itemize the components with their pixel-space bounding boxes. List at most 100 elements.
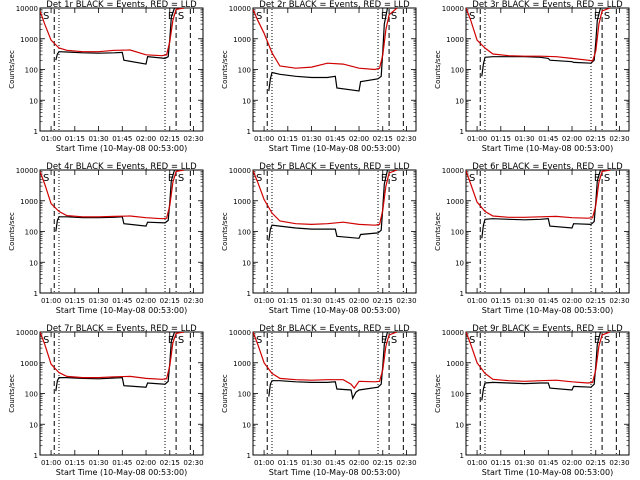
y-tick-label: 1: [34, 290, 38, 298]
y-tick-label: 100: [25, 229, 38, 237]
y-tick-label: 1: [247, 128, 251, 136]
x-tick-label: 02:15: [160, 459, 180, 467]
y-tick-label: 1000: [233, 360, 251, 368]
x-tick-label: 01:30: [88, 135, 108, 143]
y-tick-label: 1: [34, 452, 38, 460]
x-tick-label: 02:15: [160, 135, 180, 143]
x-tick-label: 01:00: [467, 135, 487, 143]
y-tick-label: 1: [460, 128, 464, 136]
marker-S-left: S: [469, 335, 475, 346]
x-tick-label: 01:45: [538, 459, 558, 467]
x-axis-label: Start Time (10-May-08 00:53:00): [269, 144, 400, 153]
x-tick-label: 02:30: [396, 459, 416, 467]
y-tick-label: 10: [29, 97, 38, 105]
y-tick-label: 1000: [446, 36, 464, 44]
x-tick-label: 01:30: [301, 297, 321, 305]
x-tick-label: 01:00: [467, 297, 487, 305]
x-tick-label: 02:30: [183, 459, 203, 467]
x-axis-label: Start Time (10-May-08 00:53:00): [56, 144, 187, 153]
marker-S: S: [178, 173, 184, 184]
y-axis-label: Counts/sec: [8, 374, 16, 413]
y-tick-label: 1: [460, 452, 464, 460]
plot-frame: [465, 7, 630, 132]
chart-title: Det 7r BLACK = Events, RED = LLD: [46, 324, 197, 334]
marker-E: E: [168, 173, 174, 184]
x-tick-label: 01:45: [112, 459, 132, 467]
marker-S-left: S: [469, 173, 475, 184]
y-tick-label: 10: [242, 421, 251, 429]
plot-frame: [252, 331, 417, 456]
x-tick-label: 01:30: [88, 459, 108, 467]
y-axis-label: Counts/sec: [434, 50, 442, 89]
x-axis-label: Start Time (10-May-08 00:53:00): [269, 306, 400, 315]
series-group: [466, 170, 611, 239]
x-tick-label: 01:30: [301, 135, 321, 143]
marker-S: S: [604, 173, 610, 184]
x-tick-label: 01:45: [538, 297, 558, 305]
series-line-lld: [466, 170, 611, 219]
plot-frame: [465, 169, 630, 294]
x-tick-label: 01:15: [65, 135, 85, 143]
chart-panel-2: Det 2r BLACK = Events, RED = LLD 1 10 100 10…: [221, 0, 417, 153]
x-tick-label: 02:00: [136, 297, 156, 305]
x-tick-label: 02:15: [373, 135, 393, 143]
series-group: [253, 332, 398, 401]
x-tick-label: 01:00: [254, 459, 274, 467]
x-tick-label: 01:00: [41, 135, 61, 143]
chart-panel-3: Det 3r BLACK = Events, RED = LLD 1 10 100 10…: [434, 0, 630, 153]
x-tick-label: 02:00: [349, 459, 369, 467]
x-tick-label: 01:45: [325, 459, 345, 467]
y-axis-label: Counts/sec: [221, 50, 229, 89]
y-tick-label: 100: [25, 391, 38, 399]
y-tick-label: 100: [238, 229, 251, 237]
x-tick-label: 02:15: [373, 297, 393, 305]
y-tick-label: 100: [238, 67, 251, 75]
x-tick-label: 02:15: [586, 135, 606, 143]
series-line-lld: [253, 170, 398, 226]
chart-title: Det 4r BLACK = Events, RED = LLD: [46, 162, 197, 172]
x-tick-label: 02:30: [183, 135, 203, 143]
x-tick-label: 02:15: [586, 297, 606, 305]
x-axis-label: Start Time (10-May-08 00:53:00): [482, 306, 613, 315]
marker-E: E: [381, 335, 387, 346]
marker-S-left: S: [256, 11, 262, 22]
marker-E: E: [381, 11, 387, 22]
chart-panel-9: Det 9r BLACK = Events, RED = LLD 1 10 100 10…: [434, 324, 630, 477]
y-tick-label: 10000: [442, 5, 464, 13]
plot-frame: [252, 7, 417, 132]
y-tick-label: 10: [29, 259, 38, 267]
series-group: [466, 332, 611, 401]
series-line-lld: [466, 8, 611, 62]
x-tick-label: 01:45: [325, 135, 345, 143]
x-tick-label: 02:15: [160, 297, 180, 305]
plot-frame: [252, 169, 417, 294]
x-tick-label: 01:30: [88, 297, 108, 305]
x-axis-label: Start Time (10-May-08 00:53:00): [56, 306, 187, 315]
series-group: [40, 170, 185, 232]
chart-title: Det 1r BLACK = Events, RED = LLD: [46, 0, 197, 10]
chart-title: Det 2r BLACK = Events, RED = LLD: [259, 0, 410, 10]
marker-S-left: S: [43, 335, 49, 346]
series-line-events: [481, 332, 610, 401]
x-tick-label: 01:30: [514, 135, 534, 143]
x-axis-label: Start Time (10-May-08 00:53:00): [482, 468, 613, 477]
series-group: [253, 8, 398, 92]
series-line-events: [55, 8, 184, 65]
x-tick-label: 02:00: [136, 135, 156, 143]
plot-frame: [39, 169, 204, 294]
y-tick-label: 1: [34, 128, 38, 136]
y-tick-label: 100: [451, 67, 464, 75]
y-tick-label: 10: [242, 259, 251, 267]
series-line-events: [55, 170, 184, 232]
marker-S: S: [391, 173, 397, 184]
x-tick-label: 01:15: [278, 135, 298, 143]
x-tick-label: 01:30: [301, 459, 321, 467]
x-tick-label: 01:15: [278, 297, 298, 305]
y-axis-label: Counts/sec: [434, 212, 442, 251]
x-tick-label: 01:15: [65, 297, 85, 305]
series-group: [40, 8, 185, 65]
y-tick-label: 100: [451, 391, 464, 399]
y-tick-label: 1000: [446, 360, 464, 368]
x-tick-label: 01:30: [514, 297, 534, 305]
